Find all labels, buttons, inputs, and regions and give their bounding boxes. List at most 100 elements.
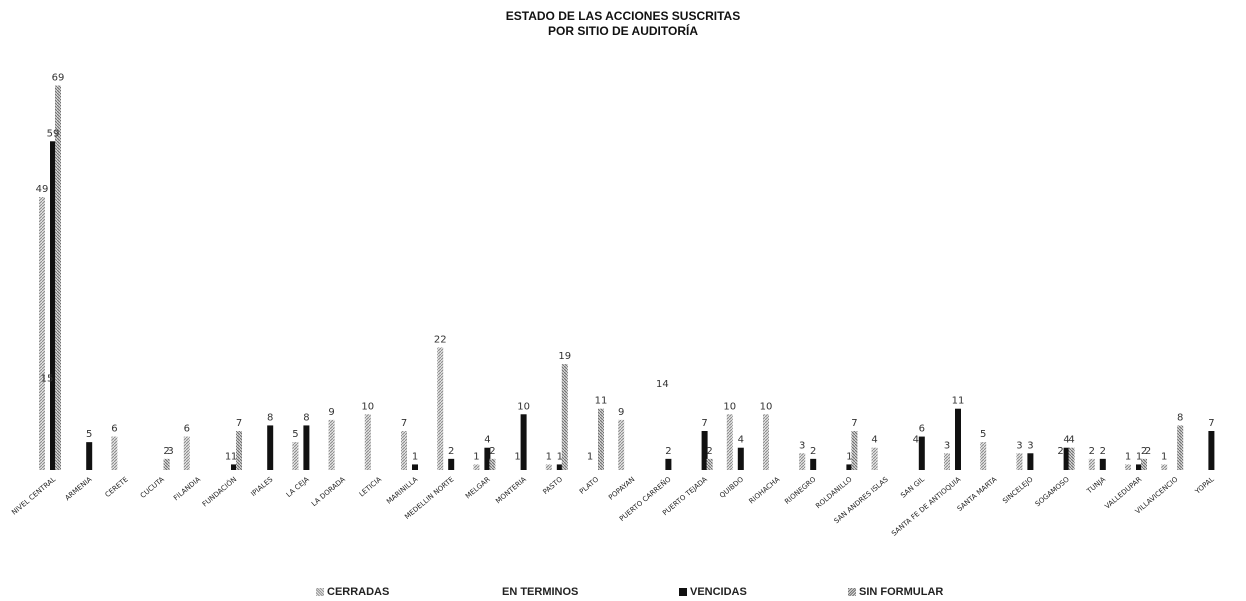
value-label-en-terminos-sogamoso: 2 xyxy=(1057,446,1063,457)
bar-vencidas-fundacion xyxy=(231,464,237,470)
bar-vencidas-yopal xyxy=(1208,431,1215,470)
category-label-monteria: MONTERIA xyxy=(494,475,528,505)
category-label-santa-marta: SANTA MARTA xyxy=(956,475,999,513)
value-label-cerradas-tunja: 2 xyxy=(1089,446,1095,457)
value-label-cerradas-medellin-norte: 22 xyxy=(434,334,447,345)
bar-vencidas-pasto xyxy=(556,464,563,470)
bar-vencidas-sincelejo xyxy=(1027,453,1034,470)
legend-item-cerradas: CERRADAS xyxy=(316,586,389,598)
bar-cerradas-tunja xyxy=(1088,458,1095,470)
value-label-cerradas-filandia: 6 xyxy=(184,424,190,435)
value-label-vencidas-yopal: 7 xyxy=(1208,418,1214,429)
stray-label-0: 3 xyxy=(167,446,173,457)
category-label-armenia: ARMENIA xyxy=(64,475,94,502)
category-label-sincelejo: SINCELEJO xyxy=(1001,475,1035,505)
category-label-fundacion: FUNDACIÓN xyxy=(200,475,238,509)
bar-vencidas-nivel-central xyxy=(50,141,56,471)
category-label-la-dorada: LA DORADA xyxy=(310,475,347,508)
value-label-sin-formular-villavicencio: 8 xyxy=(1177,412,1183,423)
value-label-cerradas-nivel-central: 49 xyxy=(36,184,49,195)
legend-label-en-terminos: EN TERMINOS xyxy=(502,586,579,598)
value-label-vencidas-marinilla: 1 xyxy=(412,451,418,462)
bar-cerradas-marinilla xyxy=(401,431,407,470)
bar-sin-formular-sogamoso xyxy=(1068,447,1075,470)
category-label-sogamoso: SOGAMOSO xyxy=(1034,475,1071,508)
value-label-vencidas-tunja: 2 xyxy=(1100,446,1106,457)
value-label-cerradas-riohacha: 10 xyxy=(760,401,773,412)
value-label-en-terminos-monteria: 1 xyxy=(514,451,520,462)
bar-sin-formular-nivel-central xyxy=(55,85,61,471)
bar-cerradas-sincelejo xyxy=(1016,453,1023,470)
bar-cerradas-villavicencio xyxy=(1161,464,1168,470)
value-label-sin-formular-valledupar: 2 xyxy=(1141,446,1147,457)
category-label-ipiales: IPIALES xyxy=(249,475,274,498)
bar-cerradas-quibdo xyxy=(726,414,733,470)
value-label-sin-formular-melgar: 2 xyxy=(489,446,495,457)
bar-sin-formular-melgar xyxy=(489,458,496,470)
bar-vencidas-melgar xyxy=(484,447,491,470)
value-label-vencidas-sincelejo: 3 xyxy=(1027,440,1033,451)
legend-swatch-sin-formular xyxy=(848,588,856,596)
value-label-vencidas-puerto-carreno: 2 xyxy=(665,446,671,457)
chart-title-line-2: POR SITIO DE AUDITORÍA xyxy=(547,24,698,38)
bar-cerradas-pasto xyxy=(545,464,552,470)
category-labels-layer: NIVEL CENTRAL ARMENIA CERETE CUCUTA FILANDIA… xyxy=(10,474,1216,537)
value-label-en-terminos-nivel-central: 15 xyxy=(41,373,54,384)
value-label-cerradas-cerete: 6 xyxy=(111,424,117,435)
value-label-vencidas-ipiales: 8 xyxy=(267,412,273,423)
bar-vencidas-san-gil xyxy=(918,436,925,470)
category-label-santa-fe-de-antioquia: SANTA FE DE ANTIOQUIA xyxy=(890,475,962,537)
value-label-cerradas-sincelejo: 3 xyxy=(1016,440,1022,451)
category-label-popayan: POPAYAN xyxy=(607,475,636,501)
value-label-vencidas-monteria: 10 xyxy=(517,401,530,412)
category-label-quibdo: QUIBDO xyxy=(718,475,745,500)
bar-cerradas-nivel-central xyxy=(39,197,45,470)
bar-vencidas-monteria xyxy=(520,414,527,470)
value-label-cerradas-leticia: 10 xyxy=(361,401,374,412)
bar-sin-formular-cucuta xyxy=(163,458,170,470)
value-label-en-terminos-fundacion: 1 xyxy=(225,451,231,462)
value-label-sin-formular-puerto-tejada: 2 xyxy=(706,446,712,457)
value-label-cerradas-popayan: 9 xyxy=(618,407,624,418)
bar-cerradas-filandia xyxy=(183,436,190,470)
legend-item-en-terminos: EN TERMINOS xyxy=(502,586,578,598)
bar-cerradas-san-andres-islas xyxy=(871,447,878,470)
category-label-melgar: MELGAR xyxy=(464,475,492,500)
value-label-cerradas-la-ceja: 5 xyxy=(292,429,298,440)
value-label-cerradas-san-andres-islas: 4 xyxy=(871,435,877,446)
bar-sin-formular-pasto xyxy=(561,364,568,470)
value-label-sin-formular-sogamoso: 4 xyxy=(1068,435,1074,446)
value-label-vencidas-santa-fe-de-antioquia: 11 xyxy=(952,396,965,407)
bar-sin-formular-plato xyxy=(598,408,604,470)
bar-cerradas-melgar xyxy=(473,464,480,470)
value-label-vencidas-san-gil: 6 xyxy=(919,424,925,435)
legend-item-sin-formular: SIN FORMULAR xyxy=(848,586,943,598)
legend: CERRADAS EN TERMINOS VENCIDAS SIN FORMUL… xyxy=(0,586,1246,600)
value-label-vencidas-fundacion: 1 xyxy=(231,451,237,462)
value-label-cerradas-villavicencio: 1 xyxy=(1161,451,1167,462)
value-label-vencidas-armenia: 5 xyxy=(86,429,92,440)
legend-label-cerradas: CERRADAS xyxy=(327,586,390,598)
category-label-yopal: YOPAL xyxy=(1193,475,1216,496)
bar-cerradas-rionegro xyxy=(799,453,806,470)
category-label-leticia: LETICIA xyxy=(358,475,384,498)
category-label-filandia: FILANDIA xyxy=(172,475,202,502)
value-label-vencidas-la-ceja: 8 xyxy=(303,412,309,423)
value-label-en-terminos-puerto-carreno: 14 xyxy=(656,379,669,390)
chart-title-line-1: ESTADO DE LAS ACCIONES SUSCRITAS xyxy=(505,9,741,23)
value-label-vencidas-rionegro: 2 xyxy=(810,446,816,457)
category-label-pasto: PASTO xyxy=(541,475,564,496)
bar-sin-formular-fundacion xyxy=(236,431,242,470)
bar-vencidas-puerto-tejada xyxy=(701,431,708,470)
bar-cerradas-cerete xyxy=(111,436,118,470)
bar-vencidas-ipiales xyxy=(267,425,274,470)
bar-vencidas-valledupar xyxy=(1136,464,1142,470)
category-label-plato: PLATO xyxy=(578,475,601,496)
bar-vencidas-sogamoso xyxy=(1063,447,1070,470)
category-label-tunja: TUNJA xyxy=(1085,475,1107,496)
value-label-vencidas-nivel-central: 59 xyxy=(47,128,60,139)
bar-cerradas-riohacha xyxy=(763,414,769,470)
bar-cerradas-medellin-norte xyxy=(437,347,444,470)
stray-label-1: 2 xyxy=(1145,446,1151,457)
bar-vencidas-marinilla xyxy=(412,464,418,470)
